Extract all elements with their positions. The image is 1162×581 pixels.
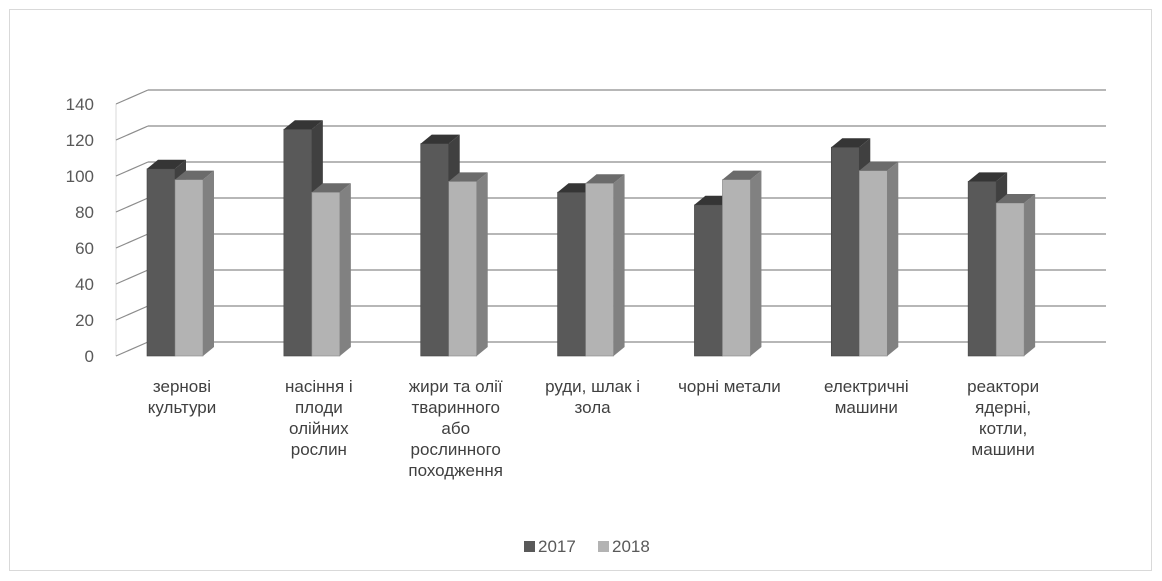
bar-side xyxy=(203,170,214,356)
gridline-side xyxy=(115,161,149,177)
x-tick-label-line: реактори xyxy=(967,377,1039,396)
bar-2018 xyxy=(858,161,899,357)
bar-top xyxy=(996,194,1036,203)
bar-front xyxy=(585,182,614,357)
x-tick-label-line: олійних xyxy=(289,419,349,438)
legend-label: 2018 xyxy=(612,537,650,556)
bar-top xyxy=(859,161,899,171)
y-tick-label: 0 xyxy=(85,347,94,366)
x-tick-label-line: зернові xyxy=(153,377,211,396)
bar-side xyxy=(887,161,899,356)
bar-side xyxy=(476,172,488,356)
bar-top xyxy=(722,170,762,180)
x-tick-label-line: руди, шлак і xyxy=(545,377,640,396)
bar-front xyxy=(995,202,1025,357)
bar-top xyxy=(831,138,871,148)
bar-top xyxy=(585,174,625,184)
bar-front xyxy=(967,181,997,357)
x-tick-label: насіння і плоди олійних рослин xyxy=(285,377,353,459)
legend-label: 2017 xyxy=(538,537,576,556)
x-tick-label-line: тваринного xyxy=(411,398,500,417)
bar-2018 xyxy=(995,194,1036,357)
bar-top xyxy=(283,120,323,130)
gridline-side xyxy=(115,197,149,213)
x-tick-label-line: культури xyxy=(148,398,216,417)
y-tick-label: 60 xyxy=(75,239,94,258)
bar-2018 xyxy=(448,172,488,357)
gridline-side xyxy=(115,233,149,249)
bar-side xyxy=(750,170,762,356)
x-tick-label-line: електричні xyxy=(824,377,909,396)
bar-2018 xyxy=(311,183,351,357)
x-tick-label-line: рослинного xyxy=(411,440,501,459)
bar-front xyxy=(694,204,723,357)
x-tick-label-line: чорні метали xyxy=(678,377,781,396)
legend-swatch xyxy=(524,541,535,552)
gridline-side xyxy=(115,341,149,357)
x-axis-labels: зернові культури насіння і плоди олійних росл… xyxy=(148,377,1039,480)
bar-front xyxy=(311,191,341,357)
y-axis-ticks: 0 20 40 60 80 100 120 140 xyxy=(66,95,94,366)
bar-top xyxy=(968,172,1008,182)
x-tick-label: електричні машини xyxy=(824,377,909,417)
bars xyxy=(146,120,1036,357)
x-tick-label-line: машини xyxy=(972,440,1035,459)
y-tick-label: 120 xyxy=(66,131,94,150)
bar-front xyxy=(722,179,751,357)
bar-top xyxy=(420,134,460,144)
x-tick-label-line: або xyxy=(441,419,470,438)
bar-top xyxy=(448,172,488,182)
bar-front xyxy=(858,170,888,357)
x-tick-label: чорні метали xyxy=(678,377,781,396)
x-tick-label: жири та олії тваринного або рослинного поход… xyxy=(408,377,503,480)
gridline-side xyxy=(115,305,149,321)
bar-2018 xyxy=(585,174,625,357)
bar-top xyxy=(175,170,214,180)
bar-front xyxy=(146,168,176,357)
bar-side xyxy=(1024,194,1036,356)
bar-front xyxy=(283,128,313,357)
gridline-side xyxy=(115,125,149,141)
bar-side xyxy=(339,183,351,356)
x-tick-label-line: рослин xyxy=(291,440,347,459)
bar-side xyxy=(613,174,625,356)
bar-2018 xyxy=(722,170,762,357)
legend: 2017 2018 xyxy=(524,537,650,556)
y-tick-label: 40 xyxy=(75,275,94,294)
x-tick-label-line: плоди xyxy=(295,398,343,417)
bar-top xyxy=(147,159,186,169)
bar-top xyxy=(311,183,351,193)
x-tick-label: реактори ядерні, котли, машини xyxy=(967,377,1039,459)
x-tick-label-line: ядерні, xyxy=(975,398,1031,417)
legend-swatch xyxy=(598,541,609,552)
x-tick-label-line: зола xyxy=(575,398,612,417)
x-tick-label-line: насіння і xyxy=(285,377,353,396)
bar-front xyxy=(420,143,450,357)
y-tick-label: 100 xyxy=(66,167,94,186)
y-tick-label: 140 xyxy=(66,95,94,114)
y-tick-label: 20 xyxy=(75,311,94,330)
x-tick-label: руди, шлак і зола xyxy=(545,377,640,417)
bar-front xyxy=(174,179,204,357)
gridline-side xyxy=(115,89,149,105)
x-tick-label: зернові культури xyxy=(148,377,216,417)
bar-front xyxy=(830,146,860,357)
x-tick-label-line: походження xyxy=(408,461,503,480)
x-tick-label-line: машини xyxy=(835,398,898,417)
bar-2018 xyxy=(174,170,214,357)
x-tick-label-line: жири та олії xyxy=(409,377,503,396)
bar-front xyxy=(448,181,478,357)
bar-front xyxy=(557,191,586,357)
y-tick-label: 80 xyxy=(75,203,94,222)
gridline-side xyxy=(115,269,149,285)
x-tick-label-line: котли, xyxy=(979,419,1027,438)
